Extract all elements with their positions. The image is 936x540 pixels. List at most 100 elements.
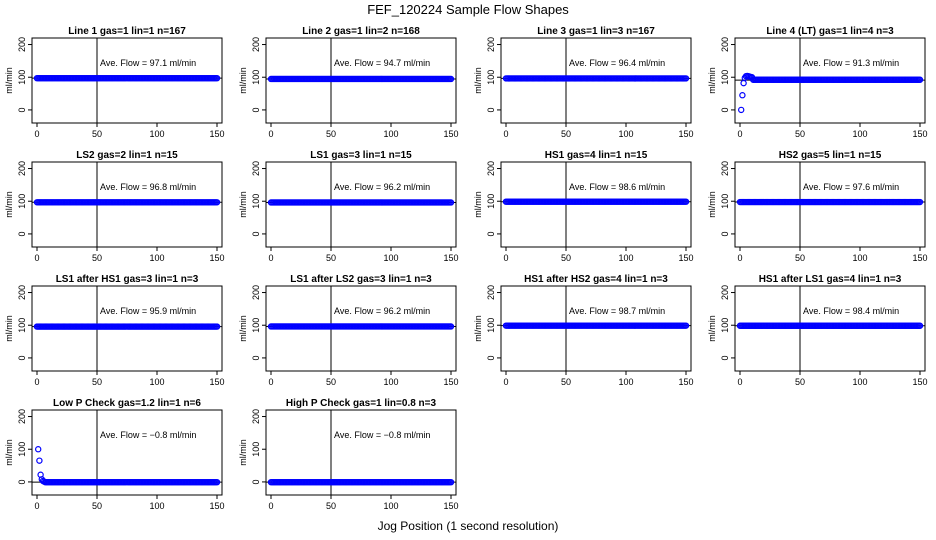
data-points [35, 446, 221, 486]
y-tick-label: 200 [486, 285, 496, 300]
y-tick-label: 100 [251, 194, 261, 209]
x-tick-label: 50 [92, 501, 102, 511]
plot-frame [265, 161, 457, 248]
panel-title: HS1 after HS2 gas=4 lin=1 n=3 [524, 274, 668, 285]
plot-frame [500, 37, 692, 124]
data-point [213, 478, 221, 486]
flow-annotation: Ave. Flow = −0.8 ml/min [334, 430, 430, 440]
panel-title: LS1 after HS1 gas=3 lin=1 n=3 [56, 274, 199, 285]
panel-title: Line 4 (LT) gas=1 lin=4 n=3 [766, 26, 894, 37]
chart-panel: High P Check gas=1 lin=0.8 n=3 0 50 100 150 0… [238, 398, 459, 511]
y-tick-label: 100 [486, 70, 496, 85]
data-point [740, 79, 747, 87]
flow-annotation: Ave. Flow = 98.6 ml/min [569, 182, 665, 192]
y-tick-label: 200 [720, 37, 730, 52]
data-point [739, 92, 746, 99]
x-tick-label: 0 [503, 253, 508, 263]
data-points [502, 198, 690, 205]
y-axis-label: ml/min [4, 191, 14, 218]
data-points [33, 323, 221, 330]
y-tick-label: 0 [251, 355, 261, 360]
flow-annotation: Ave. Flow = −0.8 ml/min [100, 430, 196, 440]
y-axis-label: ml/min [238, 191, 248, 218]
x-tick-label: 50 [92, 377, 102, 387]
y-axis-label: ml/min [707, 191, 717, 218]
y-axis-label: ml/min [238, 315, 248, 342]
data-points [267, 199, 455, 206]
x-tick-label: 0 [34, 129, 39, 139]
y-tick-label: 0 [251, 107, 261, 112]
plot-frame [734, 161, 926, 248]
x-tick-label: 100 [852, 377, 867, 387]
panel-title: HS1 after LS1 gas=4 lin=1 n=3 [759, 274, 902, 285]
x-tick-label: 150 [912, 129, 927, 139]
figure-title: FEF_120224 Sample Flow Shapes [367, 2, 569, 17]
x-tick-label: 0 [737, 253, 742, 263]
chart-panel: Low P Check gas=1.2 lin=1 n=6 0 50 100 150 0 1… [4, 398, 225, 511]
flow-annotation: Ave. Flow = 94.7 ml/min [334, 58, 430, 68]
chart-panel: LS1 after HS1 gas=3 lin=1 n=3 0 50 100 150 0 1… [4, 274, 225, 387]
x-tick-label: 0 [268, 377, 273, 387]
data-points [738, 72, 924, 114]
x-tick-label: 50 [795, 253, 805, 263]
y-tick-label: 0 [17, 107, 27, 112]
flow-annotation: Ave. Flow = 96.2 ml/min [334, 306, 430, 316]
x-tick-label: 0 [268, 253, 273, 263]
y-tick-label: 100 [486, 318, 496, 333]
data-point [916, 198, 924, 206]
panel-title: Line 3 gas=1 lin=3 n=167 [537, 26, 655, 37]
chart-panel: HS1 after LS1 gas=4 lin=1 n=3 0 50 100 150 0 1… [707, 274, 928, 387]
y-tick-label: 0 [486, 231, 496, 236]
x-tick-label: 100 [618, 129, 633, 139]
data-points [33, 199, 221, 206]
flow-annotation: Ave. Flow = 95.9 ml/min [100, 306, 196, 316]
data-point [682, 75, 690, 82]
y-tick-label: 100 [251, 318, 261, 333]
x-tick-label: 50 [561, 377, 571, 387]
data-points [502, 322, 690, 329]
flow-annotation: Ave. Flow = 96.4 ml/min [569, 58, 665, 68]
x-tick-label: 150 [678, 253, 693, 263]
x-tick-label: 50 [326, 129, 336, 139]
y-tick-label: 200 [17, 161, 27, 176]
x-tick-label: 0 [268, 501, 273, 511]
y-tick-label: 100 [486, 194, 496, 209]
chart-panel: LS1 after LS2 gas=3 lin=1 n=3 0 50 100 150 0 1… [238, 274, 459, 387]
panel-title: HS2 gas=5 lin=1 n=15 [779, 150, 882, 161]
x-tick-label: 100 [149, 253, 164, 263]
y-tick-label: 200 [17, 285, 27, 300]
y-axis-label: ml/min [473, 315, 483, 342]
flow-annotation: Ave. Flow = 97.6 ml/min [803, 182, 899, 192]
data-point [447, 75, 455, 83]
data-point [36, 457, 43, 464]
y-tick-label: 100 [720, 318, 730, 333]
x-tick-label: 50 [92, 129, 102, 139]
x-tick-label: 0 [503, 377, 508, 387]
chart-panel: Line 4 (LT) gas=1 lin=4 n=3 0 50 100 150 0 100… [707, 26, 928, 139]
y-tick-label: 0 [486, 355, 496, 360]
y-axis-label: ml/min [473, 67, 483, 94]
data-point [447, 199, 455, 206]
x-tick-label: 150 [443, 129, 458, 139]
chart-panel: HS2 gas=5 lin=1 n=15 0 50 100 150 0 100 200 ml/m… [707, 150, 928, 263]
y-tick-label: 200 [251, 37, 261, 52]
plot-frame [734, 285, 926, 372]
y-tick-label: 200 [720, 285, 730, 300]
y-axis-label: ml/min [238, 67, 248, 94]
data-point [738, 106, 745, 114]
x-tick-label: 150 [678, 129, 693, 139]
y-axis-label: ml/min [707, 315, 717, 342]
x-tick-label: 0 [503, 129, 508, 139]
y-tick-label: 200 [720, 161, 730, 176]
y-tick-label: 0 [486, 107, 496, 112]
data-point [213, 199, 221, 206]
data-point [916, 76, 924, 83]
y-tick-label: 200 [17, 37, 27, 52]
data-points [33, 74, 221, 82]
y-tick-label: 100 [17, 70, 27, 85]
x-tick-label: 0 [34, 501, 39, 511]
y-tick-label: 200 [251, 161, 261, 176]
chart-panel: HS1 gas=4 lin=1 n=15 0 50 100 150 0 100 200 ml/m… [473, 150, 694, 263]
y-tick-label: 100 [17, 194, 27, 209]
y-axis-label: ml/min [473, 191, 483, 218]
